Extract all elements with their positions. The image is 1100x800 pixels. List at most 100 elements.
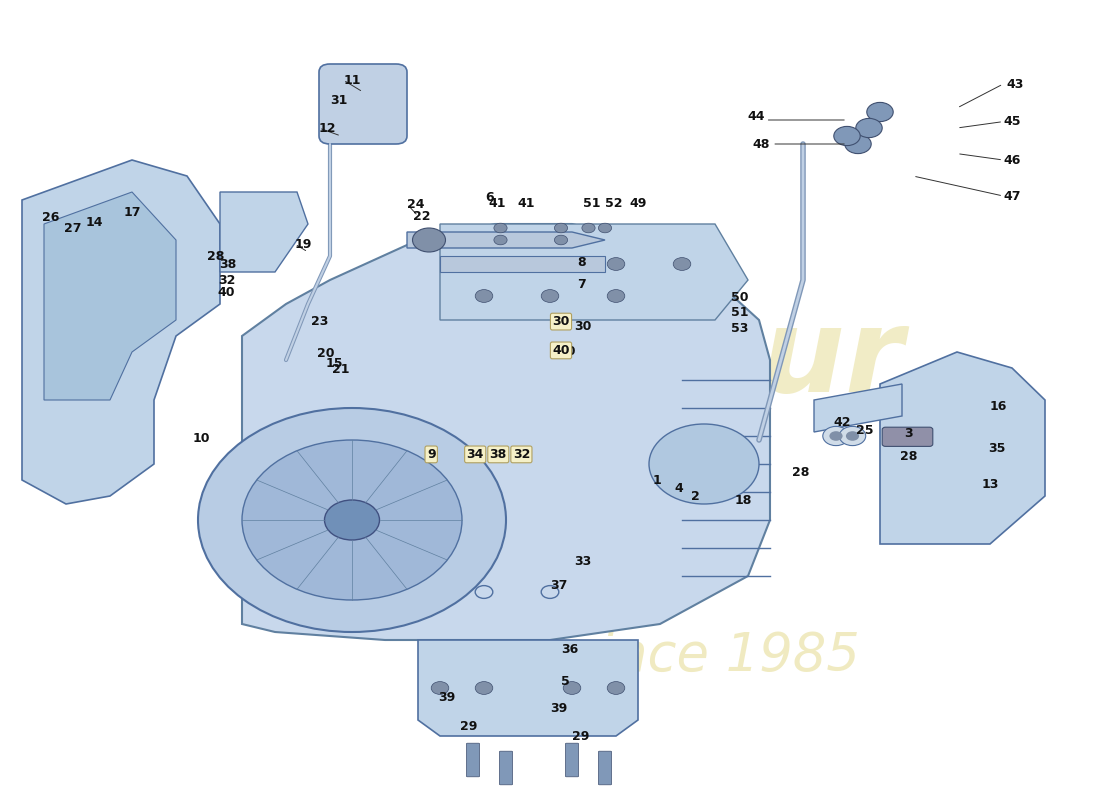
Circle shape bbox=[412, 228, 446, 252]
Text: 18: 18 bbox=[735, 494, 752, 506]
Text: 12: 12 bbox=[319, 122, 337, 134]
Circle shape bbox=[198, 408, 506, 632]
Text: 6: 6 bbox=[485, 191, 494, 204]
Text: 52: 52 bbox=[605, 197, 623, 210]
Circle shape bbox=[494, 235, 507, 245]
Text: 26: 26 bbox=[42, 211, 59, 224]
Text: 32: 32 bbox=[218, 274, 235, 286]
Text: 20: 20 bbox=[317, 347, 334, 360]
Text: 14: 14 bbox=[86, 216, 103, 229]
Polygon shape bbox=[44, 192, 176, 400]
Text: 47: 47 bbox=[1003, 190, 1021, 202]
Text: 29: 29 bbox=[572, 730, 590, 742]
Text: 24: 24 bbox=[407, 198, 425, 210]
Polygon shape bbox=[220, 192, 308, 272]
Text: 53: 53 bbox=[732, 322, 749, 334]
Text: 32: 32 bbox=[513, 448, 530, 461]
Text: 33: 33 bbox=[574, 555, 592, 568]
Circle shape bbox=[475, 290, 493, 302]
Text: 23: 23 bbox=[311, 315, 329, 328]
Circle shape bbox=[673, 258, 691, 270]
FancyBboxPatch shape bbox=[466, 743, 480, 777]
Text: 41: 41 bbox=[517, 197, 535, 210]
Text: 38: 38 bbox=[219, 258, 236, 270]
Text: 22: 22 bbox=[412, 210, 430, 222]
Text: 51: 51 bbox=[732, 306, 749, 318]
Polygon shape bbox=[242, 224, 770, 640]
Circle shape bbox=[554, 223, 568, 233]
Circle shape bbox=[475, 682, 493, 694]
FancyBboxPatch shape bbox=[598, 751, 612, 785]
Circle shape bbox=[829, 431, 843, 441]
Text: 7: 7 bbox=[578, 278, 586, 290]
Text: 40: 40 bbox=[552, 344, 570, 357]
FancyBboxPatch shape bbox=[499, 751, 513, 785]
Circle shape bbox=[582, 223, 595, 233]
Text: 13: 13 bbox=[981, 478, 999, 490]
Text: 11: 11 bbox=[343, 74, 361, 86]
Circle shape bbox=[494, 223, 507, 233]
Circle shape bbox=[834, 126, 860, 146]
Text: 31: 31 bbox=[330, 94, 348, 106]
Text: 41: 41 bbox=[488, 197, 506, 210]
Text: 25: 25 bbox=[856, 424, 873, 437]
Text: 19: 19 bbox=[295, 238, 312, 250]
Circle shape bbox=[867, 102, 893, 122]
Text: eur: eur bbox=[682, 302, 904, 418]
Text: 39: 39 bbox=[550, 702, 568, 714]
Circle shape bbox=[649, 424, 759, 504]
Circle shape bbox=[839, 426, 866, 446]
Circle shape bbox=[324, 500, 380, 540]
Text: 8: 8 bbox=[578, 256, 586, 269]
Text: 44: 44 bbox=[747, 110, 764, 122]
Circle shape bbox=[541, 258, 559, 270]
Polygon shape bbox=[407, 232, 605, 248]
Text: 43: 43 bbox=[1006, 78, 1024, 90]
Text: 50: 50 bbox=[732, 291, 749, 304]
Circle shape bbox=[607, 682, 625, 694]
Circle shape bbox=[846, 431, 859, 441]
Circle shape bbox=[475, 258, 493, 270]
Text: 37: 37 bbox=[550, 579, 568, 592]
Polygon shape bbox=[22, 160, 220, 504]
FancyBboxPatch shape bbox=[882, 427, 933, 446]
Text: 21: 21 bbox=[332, 363, 350, 376]
Text: 10: 10 bbox=[192, 432, 210, 445]
Circle shape bbox=[541, 290, 559, 302]
Text: 2: 2 bbox=[691, 490, 700, 502]
Text: 48: 48 bbox=[752, 138, 770, 150]
Polygon shape bbox=[418, 640, 638, 736]
Circle shape bbox=[598, 223, 612, 233]
Text: 3: 3 bbox=[904, 427, 913, 440]
Text: 28: 28 bbox=[792, 466, 810, 478]
Text: 30: 30 bbox=[574, 320, 592, 333]
Polygon shape bbox=[440, 256, 605, 272]
Text: 42: 42 bbox=[834, 416, 851, 429]
Text: 5: 5 bbox=[561, 675, 570, 688]
Polygon shape bbox=[814, 384, 902, 432]
Text: 49: 49 bbox=[629, 197, 647, 210]
Text: 35: 35 bbox=[988, 442, 1005, 454]
Text: 28: 28 bbox=[207, 250, 224, 262]
Polygon shape bbox=[880, 352, 1045, 544]
Text: 34: 34 bbox=[466, 448, 484, 461]
Text: 51: 51 bbox=[583, 197, 601, 210]
Text: 45: 45 bbox=[1003, 115, 1021, 128]
Text: 1: 1 bbox=[652, 474, 661, 486]
Text: 27: 27 bbox=[64, 222, 81, 234]
Text: a pass: a pass bbox=[275, 570, 476, 630]
Circle shape bbox=[431, 682, 449, 694]
Text: 29: 29 bbox=[460, 720, 477, 733]
Text: 17: 17 bbox=[123, 206, 141, 218]
Circle shape bbox=[563, 682, 581, 694]
Text: 40: 40 bbox=[218, 286, 235, 298]
Text: 28: 28 bbox=[900, 450, 917, 462]
FancyBboxPatch shape bbox=[319, 64, 407, 144]
Text: 16: 16 bbox=[990, 400, 1008, 413]
Circle shape bbox=[607, 290, 625, 302]
Text: 4: 4 bbox=[674, 482, 683, 494]
Circle shape bbox=[845, 134, 871, 154]
Circle shape bbox=[856, 118, 882, 138]
Text: 38: 38 bbox=[490, 448, 507, 461]
Text: 40: 40 bbox=[559, 346, 576, 358]
